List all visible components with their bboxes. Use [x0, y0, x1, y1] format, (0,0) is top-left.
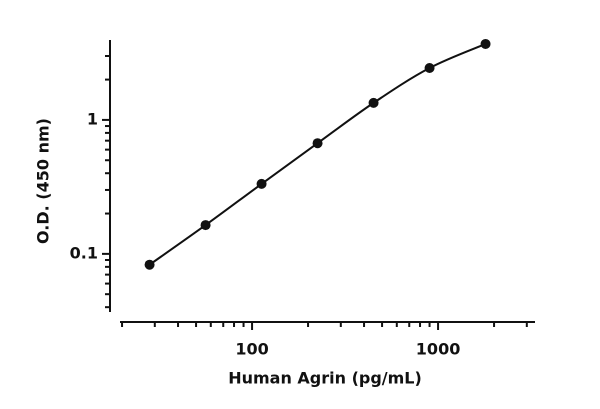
data-point [368, 97, 379, 108]
data-point [200, 220, 211, 231]
y-tick-label: 1 [87, 109, 98, 128]
data-point [480, 38, 491, 49]
data-point [256, 178, 267, 189]
x-tick-label: 1000 [416, 340, 461, 359]
x-tick-label: 100 [235, 340, 268, 359]
data-point [424, 63, 435, 74]
data-point [144, 259, 155, 270]
data-point [312, 138, 323, 149]
y-tick-label: 0.1 [70, 243, 98, 262]
y-axis-label: O.D. (450 nm) [34, 118, 53, 244]
x-axis-label: Human Agrin (pg/mL) [228, 369, 422, 388]
fit-curve [149, 43, 486, 266]
